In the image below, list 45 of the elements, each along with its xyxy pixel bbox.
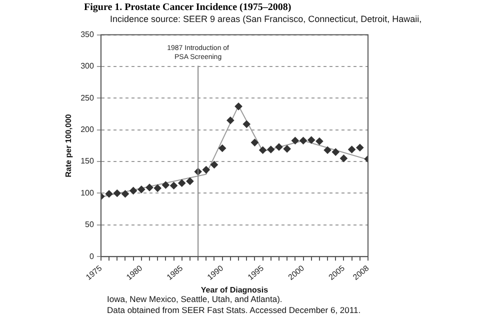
point [283, 145, 291, 153]
point [218, 144, 226, 152]
point [202, 166, 210, 174]
y-tick-label: 200 [80, 125, 94, 134]
y-tick-label: 0 [89, 252, 94, 261]
point [113, 190, 121, 197]
point [105, 190, 113, 198]
point [122, 190, 129, 198]
y-tick-label: 50 [85, 220, 94, 230]
y-tick-label: 100 [80, 188, 94, 198]
point [178, 179, 186, 187]
point [138, 186, 146, 194]
y-tick-label: 300 [80, 62, 94, 71]
point [275, 143, 283, 151]
point [251, 138, 258, 146]
point [146, 184, 154, 192]
point [234, 102, 242, 110]
point [154, 184, 162, 192]
y-tick-label: 250 [80, 93, 94, 102]
text: Iowa, New Mexico, Seattle, Utah, and Atlanta). [107, 294, 284, 305]
point [340, 154, 348, 162]
point [291, 136, 299, 144]
point [348, 146, 356, 154]
point [259, 146, 266, 154]
point [316, 138, 324, 145]
point [324, 146, 332, 154]
x-axis-title: Year of Diagnosis [200, 285, 269, 294]
y-tick-label: 150 [80, 156, 94, 166]
point [242, 120, 250, 128]
point [130, 187, 138, 194]
point [300, 136, 307, 144]
point [267, 146, 275, 154]
chart-title: Figure 1. Prostate Cancer Incidence (1975–2008) [84, 2, 292, 13]
point [210, 161, 218, 168]
y-tick-label: 350 [80, 30, 94, 40]
point [226, 116, 234, 124]
text: Data obtained from SEER Fast Stats. Accessed December 6, 2011. [107, 305, 361, 316]
point [308, 136, 316, 144]
point [162, 181, 170, 189]
point [186, 177, 194, 185]
point [332, 148, 340, 156]
y-axis-title: Rate per 100,000 [64, 114, 74, 178]
point [170, 182, 178, 190]
point [356, 144, 364, 152]
chart-subtitle: Incidence source: SEER 9 areas (San Francisco, Connecticut, Detroit, Hawaii, [110, 14, 422, 24]
